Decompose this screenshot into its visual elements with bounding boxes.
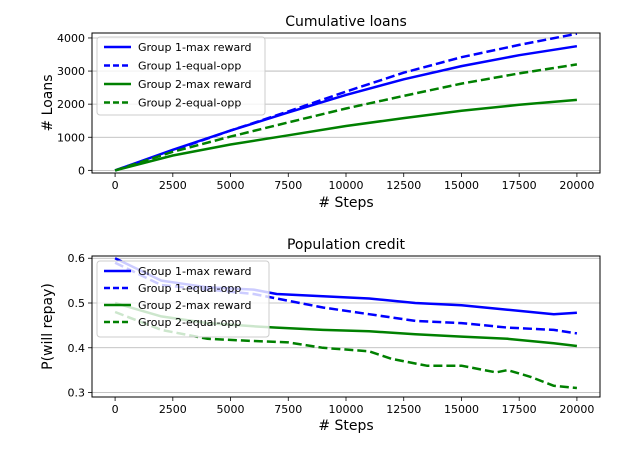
x-tick-label: 15000 xyxy=(444,403,479,416)
legend-box xyxy=(96,36,266,116)
x-tick-label: 12500 xyxy=(386,179,421,192)
legend-label-3: Group 2-max reward xyxy=(138,78,252,91)
x-tick-label: 2500 xyxy=(159,403,187,416)
y-axis-label: P(will repay) xyxy=(40,283,56,370)
legend-label-2: Group 1-equal-opp xyxy=(138,282,241,295)
chart-title: Population credit xyxy=(287,237,406,253)
y-axis-label: # Loans xyxy=(40,74,56,131)
legend: Group 1-max reward Group 1-equal-opp Group… xyxy=(96,36,266,116)
y-tick-label: 1000 xyxy=(57,131,85,144)
y-tick-label: 0.5 xyxy=(68,297,86,310)
legend-label-4: Group 2-equal-opp xyxy=(138,97,241,110)
series-line-2 xyxy=(114,32,578,172)
legend-label-1: Group 1-max reward xyxy=(138,41,252,54)
x-tick-label: 5000 xyxy=(217,403,245,416)
chart-panel-2: 0 2500 5000 7500 10000 12500 15000 17500 20000 0.… xyxy=(40,237,601,434)
x-axis-label: # Steps xyxy=(318,195,373,211)
x-tick-label: 0 xyxy=(112,403,119,416)
x-tick-label: 12500 xyxy=(386,403,421,416)
x-tick-label: 2500 xyxy=(159,179,187,192)
y-tick-label: 3000 xyxy=(57,65,85,78)
y-tick-label: 0.3 xyxy=(68,387,86,400)
x-tick-label: 15000 xyxy=(444,179,479,192)
y-tick-label: 0.6 xyxy=(68,252,86,265)
legend-label-1: Group 1-max reward xyxy=(138,265,252,278)
y-tick-label: 2000 xyxy=(57,98,85,111)
x-tick-label: 17500 xyxy=(502,179,537,192)
series-line-3 xyxy=(114,98,578,172)
series-line-2 xyxy=(114,261,578,335)
x-tick-label: 7500 xyxy=(274,403,302,416)
plot-frame xyxy=(91,255,601,398)
plot-frame xyxy=(91,32,601,174)
x-tick-label: 5000 xyxy=(217,179,245,192)
y-tick-label: 0.4 xyxy=(68,342,86,355)
series-line-4 xyxy=(114,310,578,390)
legend-label-4: Group 2-equal-opp xyxy=(138,316,241,329)
x-tick-label: 10000 xyxy=(329,403,364,416)
y-tick-label: 0 xyxy=(78,164,85,177)
legend-box xyxy=(96,260,270,338)
series-line-4 xyxy=(114,63,578,172)
x-axis-label: # Steps xyxy=(318,418,373,434)
legend-label-3: Group 2-max reward xyxy=(138,299,252,312)
legend-label-2: Group 1-equal-opp xyxy=(138,60,241,73)
chart-panel-1: 0 2500 5000 7500 10000 12500 15000 17500 20000 0 1… xyxy=(40,14,601,211)
legend: Group 1-max reward Group 1-equal-opp Group… xyxy=(96,260,270,338)
chart-title: Cumulative loans xyxy=(285,14,407,30)
x-tick-label: 7500 xyxy=(274,179,302,192)
y-tick-label: 4000 xyxy=(57,32,85,45)
x-tick-label: 10000 xyxy=(329,179,364,192)
x-tick-label: 17500 xyxy=(502,403,537,416)
x-tick-label: 20000 xyxy=(559,403,594,416)
x-tick-label: 20000 xyxy=(559,179,594,192)
x-tick-label: 0 xyxy=(112,179,119,192)
